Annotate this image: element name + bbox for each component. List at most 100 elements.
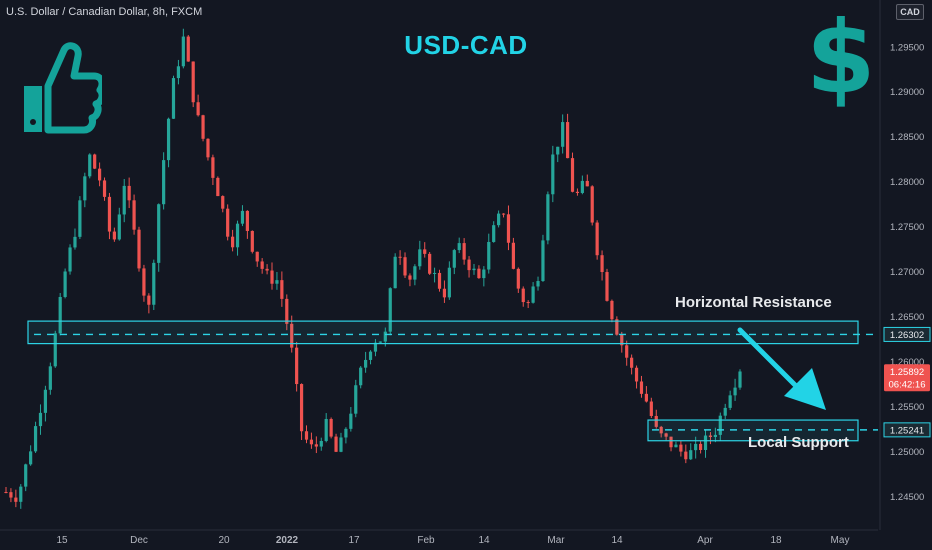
candle — [250, 230, 254, 254]
candle-body — [630, 357, 634, 368]
support-price-tag-bg — [884, 422, 930, 437]
candle — [561, 114, 565, 154]
candle — [403, 252, 407, 278]
candle — [521, 286, 525, 307]
candle — [585, 174, 589, 187]
candle — [344, 427, 348, 444]
candle — [457, 237, 461, 254]
candle-body — [191, 61, 195, 103]
candle-body — [334, 436, 338, 452]
candle — [88, 153, 92, 179]
candle-body — [615, 319, 619, 335]
candle — [112, 227, 116, 242]
candle-body — [477, 268, 481, 279]
candle-body — [659, 426, 663, 434]
candle-body — [551, 154, 555, 195]
candle-body — [457, 243, 461, 251]
candle — [398, 250, 402, 265]
candle-body — [299, 384, 304, 432]
candle-body — [600, 255, 604, 273]
candle-body — [694, 443, 698, 451]
chart-headline: USD-CAD — [404, 30, 528, 60]
candle — [546, 191, 550, 245]
candle-body — [88, 154, 92, 177]
candle-body — [147, 295, 151, 305]
candle-body — [4, 492, 8, 494]
time-axis: 15 Dec 20 2022 17 Feb 14 Mar 14 Apr 18 May — [0, 529, 878, 550]
candle — [482, 266, 486, 287]
candle — [147, 293, 151, 314]
candle — [654, 409, 658, 429]
candle — [442, 280, 447, 303]
candle — [260, 258, 264, 274]
candle — [33, 421, 38, 453]
candle-body — [423, 249, 427, 254]
candle-body — [186, 36, 190, 62]
candle — [664, 432, 668, 441]
candle — [649, 397, 653, 419]
candle-body — [733, 387, 737, 396]
price-tick-label: 1.29000 — [890, 87, 924, 98]
candle — [176, 59, 181, 85]
candle-body — [68, 247, 72, 272]
candle — [285, 294, 289, 331]
candle-body — [713, 434, 717, 437]
candle — [53, 330, 57, 368]
time-tick-label: Apr — [697, 535, 713, 546]
candle-body — [142, 268, 146, 296]
candle-body — [556, 146, 560, 155]
candle-body — [570, 158, 575, 192]
candle-body — [364, 359, 368, 368]
candle — [38, 404, 43, 435]
candle-body — [644, 393, 649, 402]
candle — [388, 287, 392, 336]
price-axis[interactable]: 1.24500 1.25000 1.25500 1.26000 1.26500 1.270… — [879, 0, 932, 550]
candle — [393, 253, 397, 289]
candle — [68, 244, 72, 275]
candle-body — [511, 242, 515, 269]
candle — [600, 250, 604, 281]
candle-body — [102, 180, 107, 197]
dollar-sign-icon: $ — [806, 0, 876, 116]
candle-body — [531, 286, 535, 303]
candle-body — [24, 464, 28, 487]
candle — [329, 417, 333, 439]
candle-body — [107, 196, 112, 232]
candle-body — [418, 249, 422, 267]
time-tick-label: 2022 — [276, 535, 299, 546]
candle-body — [344, 428, 348, 438]
resistance-price-tag-text: 1.26302 — [890, 330, 924, 341]
candle-body — [708, 435, 713, 437]
candle — [255, 251, 259, 267]
resistance-label: Horizontal Resistance — [675, 294, 832, 311]
candle-body — [216, 177, 220, 197]
candle-body — [674, 444, 678, 448]
candle-body — [413, 266, 417, 280]
candle-body — [368, 351, 373, 360]
support-price-tag-text: 1.25241 — [890, 425, 924, 436]
candle — [290, 315, 294, 353]
candle — [590, 185, 594, 226]
candle — [452, 248, 456, 275]
candle-body — [349, 413, 353, 429]
time-tick-label: 18 — [770, 535, 782, 546]
candle — [378, 341, 382, 344]
candle — [127, 177, 131, 209]
candle-body — [561, 122, 565, 147]
candle — [551, 145, 555, 203]
candle-body — [97, 168, 102, 181]
candle — [674, 441, 678, 448]
currency-badge[interactable]: CAD — [896, 4, 924, 20]
candle-body — [354, 385, 358, 414]
candle — [703, 429, 708, 458]
candle-body — [521, 288, 525, 303]
candle — [122, 179, 126, 223]
candle — [556, 146, 560, 163]
candle — [526, 300, 530, 309]
candle — [373, 339, 378, 357]
zones-layer — [27, 320, 878, 442]
time-tick-label: May — [831, 535, 850, 546]
candle-body — [83, 176, 87, 201]
candle-body — [221, 196, 225, 209]
